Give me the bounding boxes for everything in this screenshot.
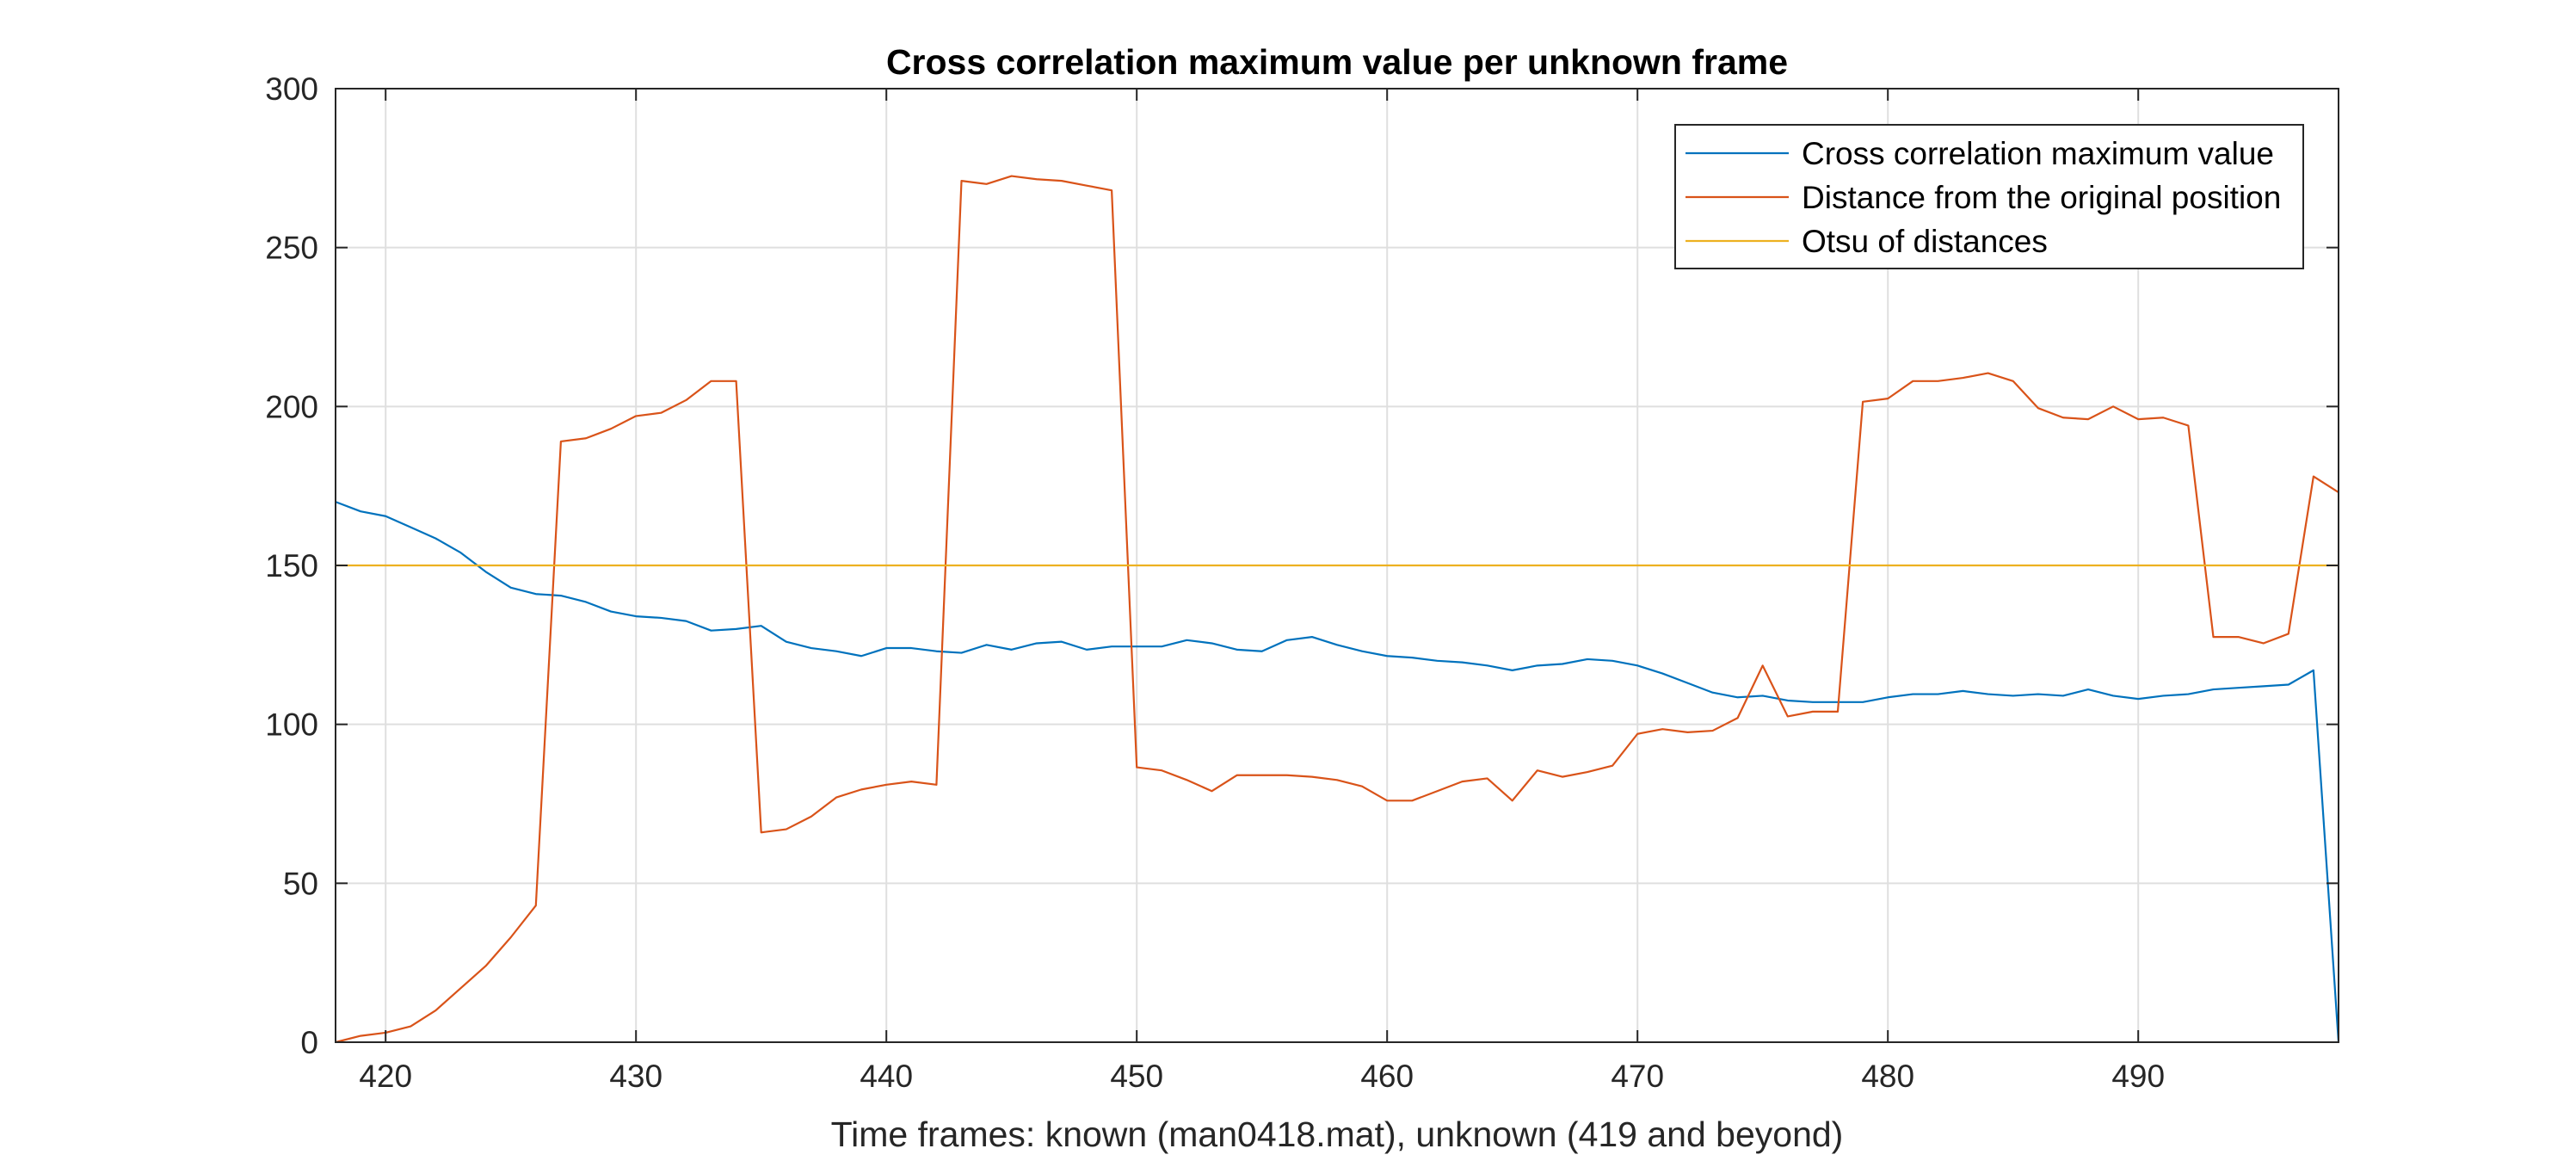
legend-entry: Distance from the original position <box>1802 180 2281 215</box>
x-tick-label: 470 <box>1611 1059 1664 1094</box>
series-line-1 <box>335 501 2340 1043</box>
y-tick-label: 250 <box>265 231 318 266</box>
y-tick-label: 150 <box>265 548 318 584</box>
tick-labels: 420 430 440 450 460 470 480 490 0 50 100 150 200 250 3… <box>265 71 2165 1094</box>
x-tick-label: 460 <box>1360 1059 1414 1094</box>
tick-marks <box>336 88 2339 1043</box>
x-tick-label: 450 <box>1110 1059 1163 1094</box>
x-tick-label: 490 <box>2111 1059 2165 1094</box>
series-line-2 <box>335 175 2339 1044</box>
x-tick-label: 430 <box>609 1059 662 1094</box>
y-tick-label: 200 <box>265 389 318 424</box>
x-tick-label: 440 <box>860 1059 913 1094</box>
y-tick-label: 50 <box>283 866 318 901</box>
y-tick-label: 300 <box>265 71 318 107</box>
legend-entry: Otsu of distances <box>1802 224 2048 259</box>
x-tick-label: 480 <box>1861 1059 1914 1094</box>
legend: Cross correlation maximum value Distance … <box>1674 124 2304 269</box>
y-tick-label: 100 <box>265 707 318 743</box>
x-axis-label: Time frames: known (man0418.mat), unknow… <box>831 1115 1844 1154</box>
series-lines <box>335 175 2340 1044</box>
chart-title: Cross correlation maximum value per unkn… <box>886 42 1788 82</box>
x-tick-label: 420 <box>359 1059 412 1094</box>
y-tick-label: 0 <box>300 1025 318 1060</box>
legend-entry: Cross correlation maximum value <box>1802 136 2274 171</box>
